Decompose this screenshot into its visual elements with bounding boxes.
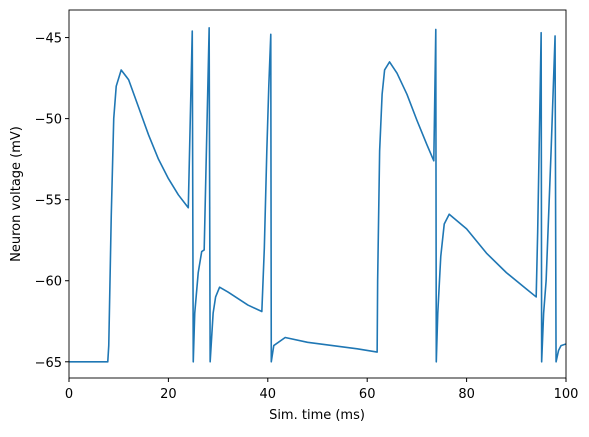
x-tick-label: 60	[359, 387, 376, 402]
y-axis-label: Neuron voltage (mV)	[9, 126, 24, 262]
x-tick-label: 20	[160, 387, 177, 402]
y-tick-label: −65	[35, 356, 62, 371]
plot-frame	[68, 9, 567, 379]
y-tick-label: −55	[35, 194, 62, 209]
x-tick-label: 40	[260, 387, 277, 402]
y-tick-label: −60	[35, 275, 62, 290]
series-line	[69, 27, 566, 363]
y-tick-label: −45	[35, 32, 62, 47]
x-tick-label: 80	[458, 387, 475, 402]
y-tick-label: −50	[35, 113, 62, 128]
x-tick-label: 0	[65, 387, 73, 402]
x-axis-label: Sim. time (ms)	[269, 408, 365, 423]
x-tick-label: 100	[554, 387, 579, 402]
